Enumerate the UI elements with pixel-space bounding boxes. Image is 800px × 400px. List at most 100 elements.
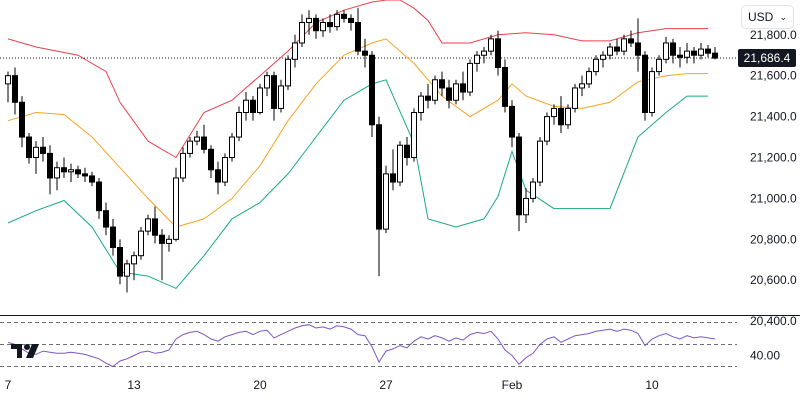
candle	[117, 239, 123, 285]
candle-body	[131, 255, 137, 265]
candle-body	[537, 140, 543, 183]
candle	[152, 206, 158, 244]
candle-body	[89, 175, 95, 183]
candle-body	[677, 54, 683, 58]
candle-body	[481, 50, 487, 56]
candle-body	[201, 136, 207, 150]
candle-body	[208, 148, 214, 171]
candle-body	[551, 107, 557, 118]
rsi-panel: 40.00	[0, 322, 780, 368]
candle-body	[656, 58, 662, 73]
candle	[404, 137, 410, 166]
candle-body	[47, 152, 53, 179]
candle	[439, 71, 445, 97]
candle-body	[250, 99, 256, 113]
candle	[278, 79, 284, 113]
candle-body	[404, 144, 410, 159]
candle	[698, 42, 704, 60]
candle-body	[523, 197, 529, 216]
price-tick-label: 21,400.0	[750, 110, 797, 124]
time-tick-label: 7	[5, 378, 12, 392]
upper-band-line	[7, 0, 708, 159]
candle	[649, 67, 655, 117]
candle	[33, 141, 39, 174]
candle	[194, 130, 200, 146]
candle	[656, 55, 662, 76]
candle-body	[292, 42, 298, 60]
candle	[208, 145, 214, 178]
candle-body	[236, 112, 242, 138]
candle	[425, 83, 431, 109]
candle	[411, 108, 417, 162]
price-tick-label: 20,400.0	[750, 314, 797, 328]
candle-body	[705, 48, 711, 54]
candle-body	[649, 71, 655, 114]
candle-body	[117, 247, 123, 277]
candle	[628, 30, 634, 48]
candle-body	[460, 83, 466, 93]
candle-body	[572, 87, 578, 109]
bollinger-bands	[7, 0, 708, 290]
candle	[509, 100, 515, 148]
candle-body	[663, 42, 669, 60]
candle-body	[299, 22, 305, 44]
candle-body	[68, 169, 74, 173]
candle-body	[180, 152, 186, 179]
candle-body	[124, 263, 130, 277]
currency-selector[interactable]: USD ⌄	[741, 5, 794, 29]
candle	[467, 59, 473, 97]
candle	[530, 177, 536, 203]
candle	[215, 161, 221, 195]
candle	[495, 30, 501, 76]
candle-body	[565, 107, 571, 126]
candle-body	[187, 140, 193, 154]
tradingview-logo	[11, 344, 39, 358]
candle	[488, 34, 494, 56]
candle-body	[355, 22, 361, 52]
candle	[12, 67, 18, 115]
candle-body	[446, 87, 452, 101]
candle	[635, 18, 641, 72]
candle-body	[54, 167, 60, 179]
candle	[376, 116, 382, 277]
candle-body	[173, 177, 179, 240]
candle	[502, 59, 508, 113]
candle	[236, 106, 242, 142]
price-tick-label: 21,800.0	[750, 28, 797, 42]
time-tick-label: 13	[127, 378, 141, 392]
candle	[565, 104, 571, 129]
candle	[670, 38, 676, 64]
candle	[201, 124, 207, 154]
candle-body	[614, 46, 620, 52]
candle-body	[313, 17, 319, 32]
candle	[621, 34, 627, 56]
candle	[75, 165, 81, 178]
candle-body	[586, 71, 592, 85]
candle-body	[628, 38, 634, 44]
candle	[320, 18, 326, 37]
candle	[103, 202, 109, 236]
candle	[243, 92, 249, 121]
candle-body	[285, 58, 291, 87]
candle-body	[544, 116, 550, 142]
candle-body	[558, 107, 564, 126]
candle-body	[257, 87, 263, 113]
candle	[705, 45, 711, 58]
candle-body	[215, 169, 221, 183]
candle-body	[530, 181, 536, 199]
candle-body	[579, 83, 585, 89]
candle	[544, 112, 550, 146]
candle	[131, 251, 137, 281]
candle	[61, 157, 67, 178]
candle	[677, 47, 683, 68]
candle	[642, 51, 648, 121]
price-tick-label: 21,200.0	[750, 151, 797, 165]
candle-body	[607, 46, 613, 56]
candle-body	[222, 157, 228, 183]
candle	[341, 10, 347, 23]
candle-body	[5, 75, 11, 85]
candle-body	[166, 238, 172, 244]
candle-body	[229, 136, 235, 159]
candle-body	[418, 95, 424, 113]
